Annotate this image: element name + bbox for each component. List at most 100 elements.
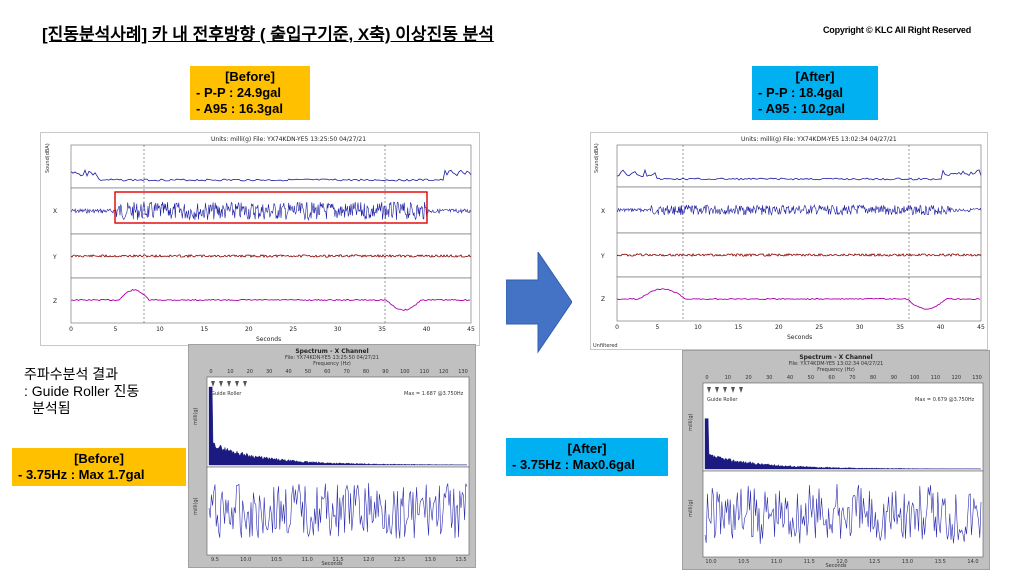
- y-axis-label: milli(g): [688, 413, 694, 431]
- before-bottom-callout: [Before] - 3.75Hz : Max 1.7gal: [12, 448, 186, 486]
- y-label-sound: Sound(dBA): [594, 143, 600, 173]
- tick-label: 0: [69, 326, 73, 333]
- tick-label: 130: [972, 375, 982, 381]
- callout-line: - P-P : 18.4gal: [758, 85, 844, 100]
- right-arrow-icon: [506, 252, 572, 354]
- tick-label: 20: [245, 326, 253, 333]
- tick-label: 10.0: [705, 559, 716, 565]
- freq-label: Frequency (Hz): [313, 361, 351, 367]
- tick-label: 10.0: [240, 557, 251, 563]
- tick-label: 35: [896, 324, 904, 331]
- analysis-note: 주파수분석 결과 : Guide Roller 진동 분석됨: [24, 366, 139, 417]
- note-line: 주파수분석 결과: [24, 366, 119, 382]
- tick-label: 70: [344, 369, 350, 375]
- x-axis-label: Seconds: [787, 334, 812, 341]
- freq-label: Frequency (Hz): [817, 367, 855, 373]
- note-line: 분석됨: [32, 400, 71, 416]
- tick-label: 45: [467, 326, 475, 333]
- y-axis-label: milli(g): [193, 407, 199, 425]
- time-plot-before: Units: milli(g) File: YX74KDN-YE5 13:25:…: [40, 132, 480, 346]
- max-label: Max = 1.687 @3.750Hz: [404, 391, 464, 397]
- time-axis-label: Seconds: [825, 563, 846, 569]
- tick-label: 110: [419, 369, 429, 375]
- x-axis-label: Seconds: [256, 336, 281, 343]
- time-plot-before-svg: Units: milli(g) File: YX74KDN-YE5 13:25:…: [45, 136, 475, 343]
- callout-line: - 3.75Hz : Max 1.7gal: [18, 467, 145, 482]
- tick-label: 100: [910, 375, 920, 381]
- tick-label: 40: [937, 324, 945, 331]
- tick-label: 40: [423, 326, 431, 333]
- tick-label: 25: [815, 324, 823, 331]
- tick-label: 130: [458, 369, 468, 375]
- tick-label: 35: [378, 326, 386, 333]
- tick-label: 12.5: [869, 559, 880, 565]
- callout-head: [After]: [795, 69, 835, 84]
- tick-label: 13.0: [902, 559, 913, 565]
- tick-label: 100: [400, 369, 410, 375]
- tick-label: 12.0: [363, 557, 374, 563]
- spectrum-after-svg: Spectrum - X Channel File: YX74KDM-YE5 1…: [688, 354, 984, 569]
- tick-label: 12.0: [836, 559, 847, 565]
- tick-label: 5: [656, 324, 660, 331]
- plot-header: Units: milli(g) File: YX74KDN-YE5 13:25:…: [211, 136, 366, 143]
- note-line: : Guide Roller 진동: [24, 383, 140, 399]
- tick-label: 60: [828, 375, 834, 381]
- spectrum-before: Spectrum - X Channel File: YX74KDN-YE5 1…: [188, 344, 476, 568]
- tick-label: 40: [787, 375, 793, 381]
- page-title: [진동분석사례] 카 내 전후방향 ( 출입구기준, X축) 이상진동 분석: [42, 25, 494, 44]
- tick-label: 20: [745, 375, 751, 381]
- tick-label: 20: [247, 369, 253, 375]
- tick-label: 120: [951, 375, 961, 381]
- tick-label: 10: [227, 369, 233, 375]
- tick-label: 110: [931, 375, 941, 381]
- tick-label: 30: [266, 369, 272, 375]
- before-top-callout: [Before] - P-P : 24.9gal - A95 : 16.3gal: [190, 66, 310, 120]
- tick-label: 0: [705, 375, 708, 381]
- tick-label: 70: [849, 375, 855, 381]
- tick-label: 45: [977, 324, 985, 331]
- tick-label: 12.5: [394, 557, 405, 563]
- after-top-callout: [After] - P-P : 18.4gal - A95 : 10.2gal: [752, 66, 878, 120]
- y-label-z: Z: [601, 296, 605, 303]
- tick-label: 13.5: [455, 557, 466, 563]
- tick-label: 80: [363, 369, 369, 375]
- tick-label: 9.5: [211, 557, 219, 563]
- tick-label: 90: [891, 375, 897, 381]
- time-axis-label: Seconds: [321, 561, 342, 567]
- y-label-y: Y: [600, 253, 605, 260]
- spectrum-before-svg: Spectrum - X Channel File: YX74KDN-YE5 1…: [193, 348, 470, 567]
- tick-label: 0: [209, 369, 212, 375]
- max-label: Max = 0.679 @3.750Hz: [915, 397, 975, 403]
- tick-label: 10.5: [738, 559, 749, 565]
- tick-label: 120: [439, 369, 449, 375]
- tick-label: 50: [808, 375, 814, 381]
- tick-label: 80: [870, 375, 876, 381]
- tick-label: 30: [856, 324, 864, 331]
- y-label-x: X: [53, 208, 57, 215]
- tick-label: 10.5: [271, 557, 282, 563]
- callout-head: [Before]: [74, 451, 124, 466]
- tick-label: 60: [324, 369, 330, 375]
- plot-header: Units: milli(g) File: YX74KDM-YE5 13:02:…: [741, 136, 897, 143]
- tick-label: 90: [382, 369, 388, 375]
- tick-label: 13.5: [935, 559, 946, 565]
- tick-label: 5: [114, 326, 118, 333]
- unfiltered-label: Unfiltered: [593, 343, 618, 349]
- tick-label: 15: [735, 324, 743, 331]
- callout-line: - A95 : 10.2gal: [758, 101, 845, 116]
- tick-label: 25: [289, 326, 297, 333]
- tick-label: 30: [334, 326, 342, 333]
- time-plot-after: Units: milli(g) File: YX74KDM-YE5 13:02:…: [590, 132, 988, 350]
- y-label-y: Y: [52, 254, 57, 261]
- callout-line: - A95 : 16.3gal: [196, 101, 283, 116]
- tick-label: 11.0: [771, 559, 782, 565]
- highlight-box: [114, 191, 428, 224]
- spectrum-title: Spectrum - X Channel: [295, 348, 368, 355]
- tick-label: 50: [305, 369, 311, 375]
- after-bottom-callout: [After] - 3.75Hz : Max0.6gal: [506, 438, 668, 476]
- spectrum-subtitle: File: YX74KDM-YE5 13:02:34 04/27/21: [789, 361, 884, 367]
- tick-label: 14.0: [967, 559, 978, 565]
- time-plot-after-svg: Units: milli(g) File: YX74KDM-YE5 13:02:…: [593, 136, 985, 349]
- spectrum-title: Spectrum - X Channel: [799, 354, 872, 361]
- guide-roller-label: Guide Roller: [211, 391, 242, 397]
